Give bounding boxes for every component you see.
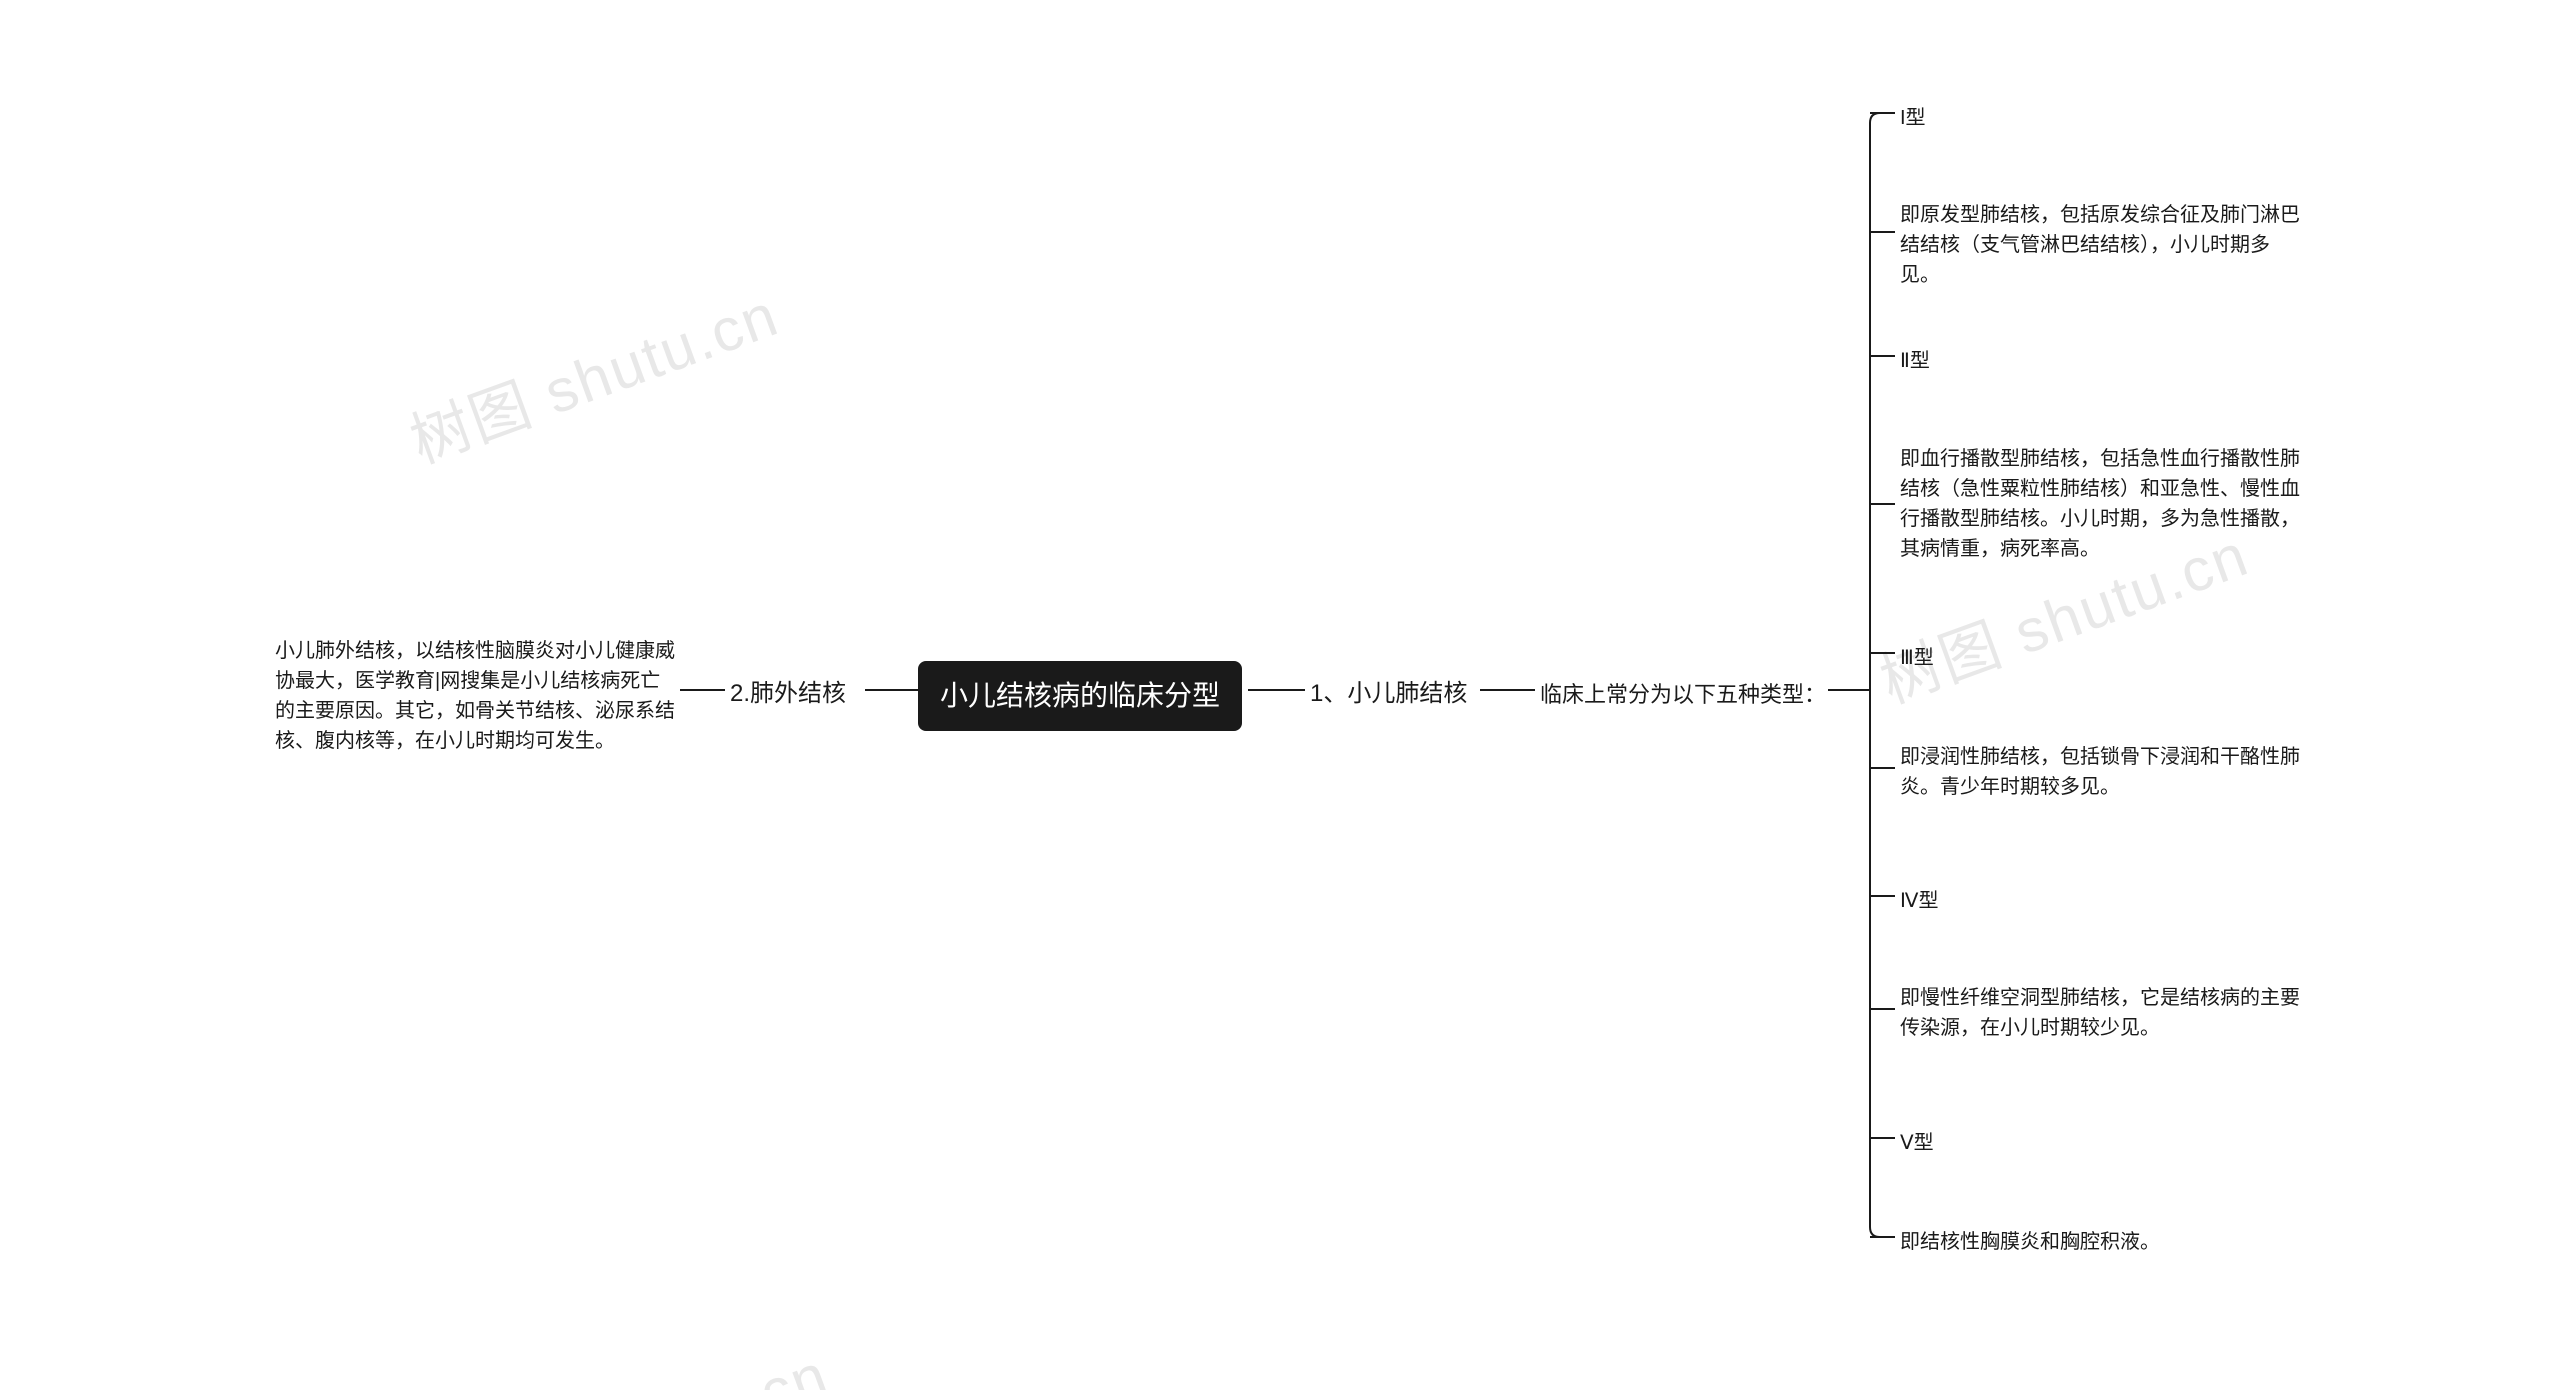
branch-right[interactable]: 1、小儿肺结核	[1310, 676, 1467, 712]
root-node[interactable]: 小儿结核病的临床分型	[918, 661, 1242, 731]
leaf-type-3[interactable]: Ⅲ型	[1900, 643, 1934, 673]
watermark: 树图 shutu.cn	[447, 1327, 839, 1390]
leaf-desc-2[interactable]: 即血行播散型肺结核，包括急性血行播散性肺结核（急性粟粒性肺结核）和亚急性、慢性血…	[1900, 444, 2300, 564]
leaf-desc-1[interactable]: 即原发型肺结核，包括原发综合征及肺门淋巴结结核（支气管淋巴结结核），小儿时期多见…	[1900, 200, 2300, 290]
leaf-type-2[interactable]: Ⅱ型	[1900, 346, 1930, 376]
leaf-desc-5[interactable]: 即结核性胸膜炎和胸腔积液。	[1900, 1227, 2160, 1257]
branch-left[interactable]: 2.肺外结核	[730, 676, 846, 712]
leaf-type-4[interactable]: Ⅳ型	[1900, 886, 1938, 916]
leaf-left-desc[interactable]: 小儿肺外结核，以结核性脑膜炎对小儿健康威协最大，医学教育|网搜集是小儿结核病死亡…	[275, 636, 675, 756]
leaf-type-5[interactable]: Ⅴ型	[1900, 1128, 1934, 1158]
leaf-desc-3[interactable]: 即浸润性肺结核，包括锁骨下浸润和干酪性肺炎。青少年时期较多见。	[1900, 742, 2300, 802]
watermark: 树图 shutu.cn	[397, 267, 789, 481]
leaf-type-1[interactable]: I型	[1900, 103, 1926, 133]
sub-right[interactable]: 临床上常分为以下五种类型：	[1540, 678, 1826, 711]
mindmap-canvas: 树图 shutu.cn 树图 shutu.cn 树图 shutu.cn 小儿结核…	[0, 0, 2560, 1390]
leaf-desc-4[interactable]: 即慢性纤维空洞型肺结核，它是结核病的主要传染源，在小儿时期较少见。	[1900, 983, 2300, 1043]
